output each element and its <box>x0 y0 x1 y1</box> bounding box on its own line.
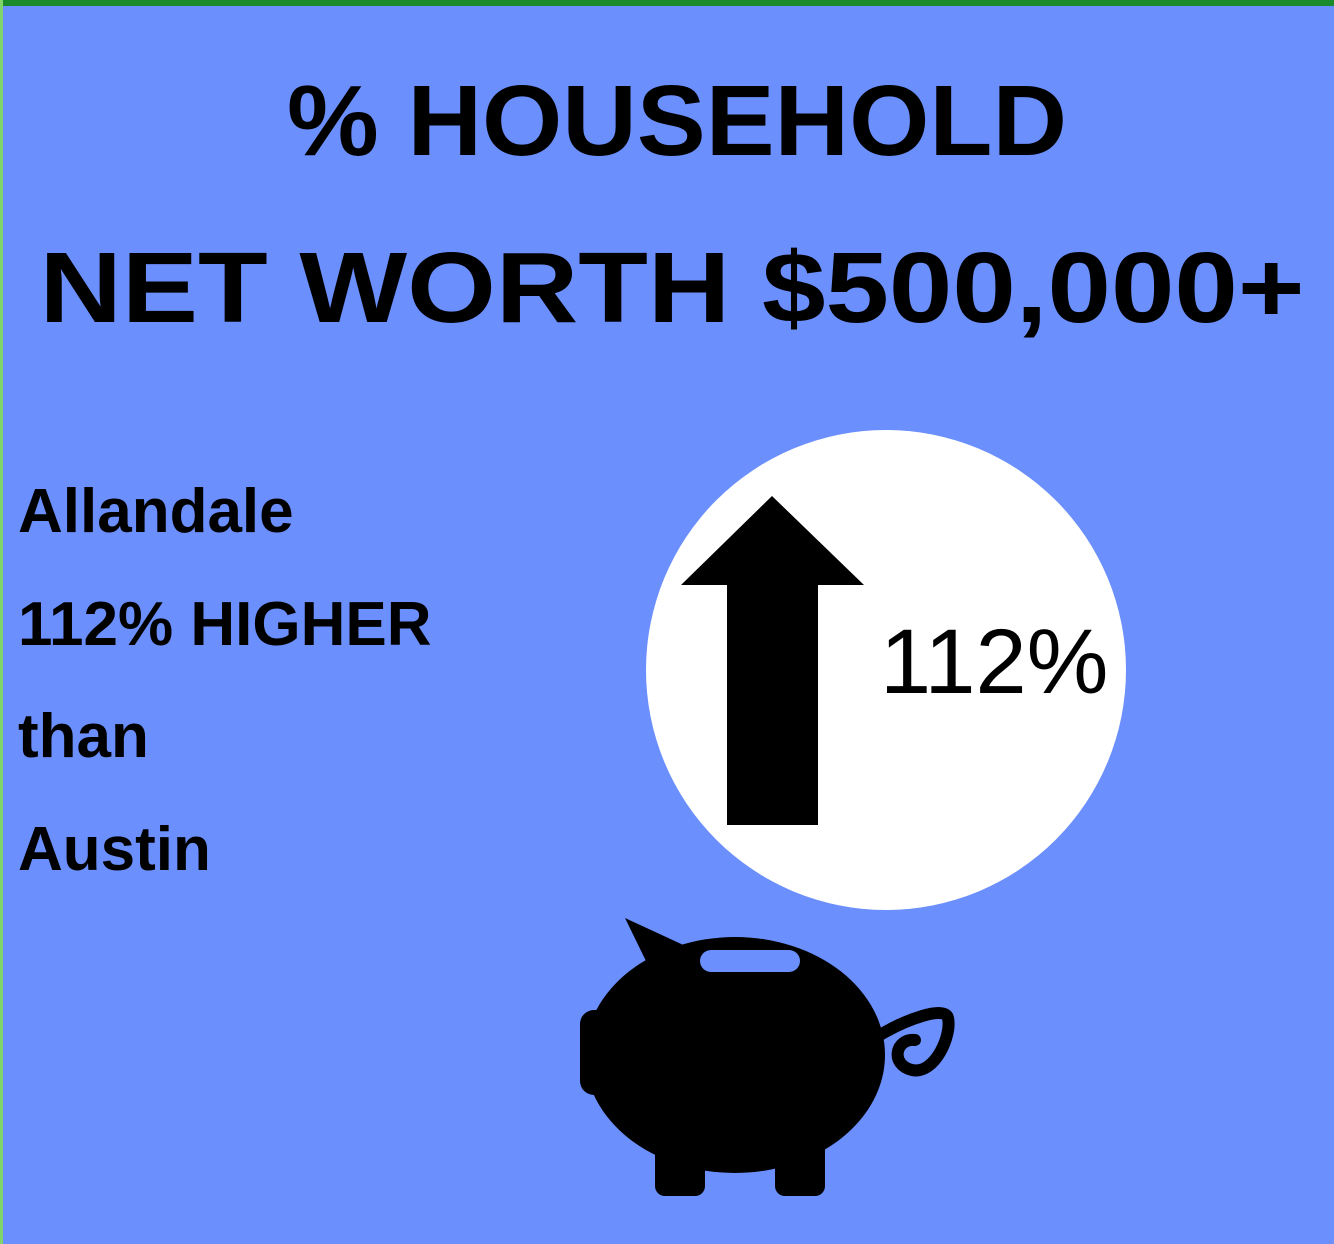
piggy-bank-icon <box>580 918 955 1196</box>
pig-leg <box>655 1110 705 1196</box>
pig-snout <box>580 1010 640 1095</box>
pig-ear <box>625 918 705 1000</box>
description-line: Allandale <box>18 477 294 546</box>
pig-tail <box>874 1007 955 1077</box>
pig-slot <box>700 950 800 972</box>
pig-leg <box>775 1110 825 1196</box>
description-line: Austin <box>18 815 211 884</box>
description-line: than <box>18 702 149 771</box>
title-line: % HOUSEHOLD <box>287 65 1067 177</box>
up-arrow <box>681 496 864 825</box>
top-border <box>0 0 1334 6</box>
left-border <box>0 0 3 1244</box>
description-line: 112% HIGHER <box>18 590 432 659</box>
title-line: NET WORTH $500,000+ <box>40 232 1305 344</box>
badge-label: 112% <box>880 611 1108 713</box>
